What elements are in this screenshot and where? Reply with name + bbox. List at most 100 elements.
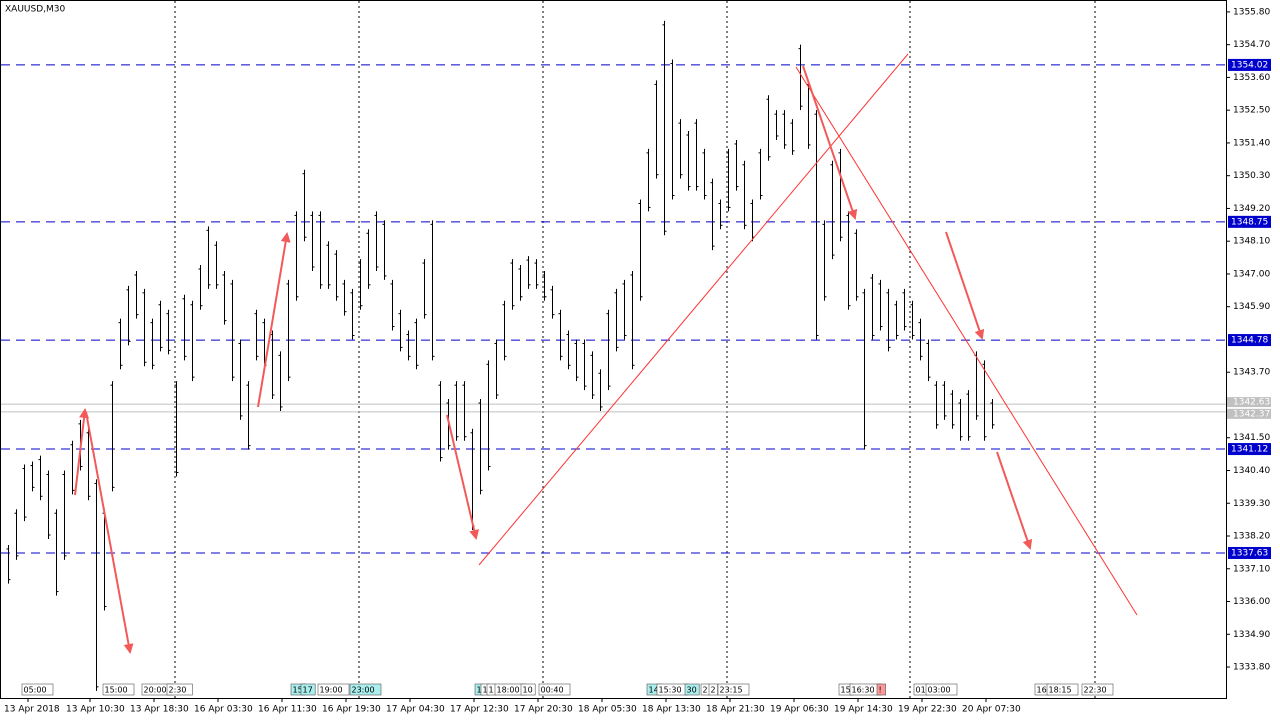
x-tick-label: 17 Apr 20:30 (514, 705, 573, 715)
trend-line (795, 66, 1138, 616)
y-tick-label: 1354.70 (1233, 40, 1270, 50)
y-tick-label: 1348.10 (1233, 237, 1270, 247)
event-tag-bg (166, 683, 193, 696)
arrow (74, 408, 90, 496)
arrow (996, 451, 1033, 550)
event-tag: 22:30 (1084, 686, 1107, 695)
event-tag: 16 (1037, 686, 1047, 695)
event-tag: 23:00 (352, 686, 375, 695)
level-label: 1341.12 (1231, 445, 1268, 455)
event-tag: 30 (687, 686, 697, 695)
event-tag: 00:40 (541, 686, 564, 695)
level-label: 1337.63 (1231, 548, 1268, 558)
y-tick-label: 1353.60 (1233, 73, 1270, 83)
x-tick-label: 16 Apr 11:30 (258, 705, 317, 715)
event-tag: 17 (303, 686, 313, 695)
arrows (74, 65, 1033, 654)
x-tick-label: 18 Apr 13:30 (642, 705, 701, 715)
y-tick-label: 1334.90 (1233, 630, 1270, 640)
x-tick-label: 19 Apr 06:30 (770, 705, 829, 715)
axes: 1355.80 1354.70 1353.60 1352.50 1351.40 1350.… (4, 7, 1271, 715)
plot-frame (0, 0, 1227, 699)
event-tag: 18:15 (1049, 686, 1072, 695)
arrow (446, 414, 480, 540)
level-label-bg (1228, 215, 1271, 228)
arrow (85, 411, 134, 654)
x-tick-label: 13 Apr 10:30 (66, 705, 125, 715)
x-tick-label: 20 Apr 07:30 (962, 705, 1021, 715)
x-tick-label: 18 Apr 21:30 (706, 705, 765, 715)
y-tick-label: 1340.40 (1233, 466, 1270, 476)
trend-lines (478, 53, 1138, 616)
event-tag-bg (708, 683, 718, 696)
x-tick-label: 13 Apr 18:30 (130, 705, 189, 715)
event-tag: 15 (841, 686, 851, 695)
event-tag: 2:30 (169, 686, 187, 695)
event-tag: 15:00 (105, 686, 128, 695)
y-tick-label: 1336.00 (1233, 597, 1270, 607)
event-tag-bg (1081, 683, 1114, 696)
price-label-bg (1227, 397, 1271, 408)
event-tag: 1 (477, 686, 482, 695)
event-tag: 19:00 (320, 686, 343, 695)
x-tick-label: 17 Apr 04:30 (386, 705, 445, 715)
x-tick-label: 16 Apr 03:30 (194, 705, 253, 715)
x-tick-label: 19 Apr 14:30 (834, 705, 893, 715)
event-tag-bg (21, 683, 54, 696)
y-tick-label: 1355.80 (1233, 7, 1270, 17)
y-tick-label: 1343.70 (1233, 368, 1270, 378)
event-tag-bg (102, 683, 135, 696)
event-tag: 10 (523, 686, 533, 695)
event-tag: 1 (489, 686, 494, 695)
x-tick-label: 13 Apr 2018 (4, 705, 60, 715)
event-tag-bg (717, 683, 750, 696)
level-label-bg (1228, 546, 1271, 559)
event-tag-bg (538, 683, 571, 696)
event-tag-bg (317, 683, 350, 696)
separators (174, 1, 1096, 698)
x-tick-label: 17 Apr 12:30 (450, 705, 509, 715)
x-tick-label: 18 Apr 05:30 (578, 705, 637, 715)
event-tag: 15:30 (659, 686, 682, 695)
symbol-title: XAUUSD,M30 (5, 5, 65, 15)
level-label: 1354.02 (1231, 60, 1268, 70)
event-tag: 18:00 (497, 686, 520, 695)
event-tag: 15 (293, 686, 303, 695)
event-tag: 20:00 (144, 686, 167, 695)
event-tag: 2 (703, 686, 708, 695)
event-tag: 1 (483, 686, 488, 695)
y-tick-label: 1350.30 (1233, 171, 1270, 181)
arrow (802, 65, 858, 220)
event-tag: 16:30 (852, 686, 875, 695)
event-tag-bg (684, 683, 700, 696)
price-label-bg (1227, 408, 1271, 419)
y-tick-label: 1339.30 (1233, 499, 1270, 509)
event-tag: 01 (916, 686, 926, 695)
y-tick-label: 1333.80 (1233, 663, 1270, 673)
event-tag-bg (520, 683, 536, 696)
y-tick-label: 1349.20 (1233, 204, 1270, 214)
level-label-bg (1228, 58, 1271, 71)
y-tick-label: 1341.50 (1233, 433, 1270, 443)
event-tag-bg (876, 683, 886, 696)
event-tag: 03:00 (928, 686, 951, 695)
event-tag-bg (925, 683, 958, 696)
y-tick-label: 1352.50 (1233, 106, 1270, 116)
event-tag-bg (349, 683, 382, 696)
level-label: 1344.78 (1231, 336, 1268, 346)
event-tag-bg (1046, 683, 1079, 696)
x-tick-label: 16 Apr 19:30 (322, 705, 381, 715)
y-tick-label: 1347.00 (1233, 269, 1270, 279)
arrow (257, 232, 291, 408)
price-label: 1342.37 (1233, 409, 1270, 419)
y-tick-label: 1337.10 (1233, 564, 1270, 574)
event-tag: 05:00 (24, 686, 47, 695)
trend-line (478, 53, 909, 566)
event-tag-bg (300, 683, 316, 696)
x-tick-label: 19 Apr 22:30 (898, 705, 957, 715)
price-label: 1342.63 (1233, 398, 1270, 408)
event-tag: ! (879, 686, 882, 695)
arrow (945, 231, 985, 340)
event-tag: 2 (711, 686, 716, 695)
